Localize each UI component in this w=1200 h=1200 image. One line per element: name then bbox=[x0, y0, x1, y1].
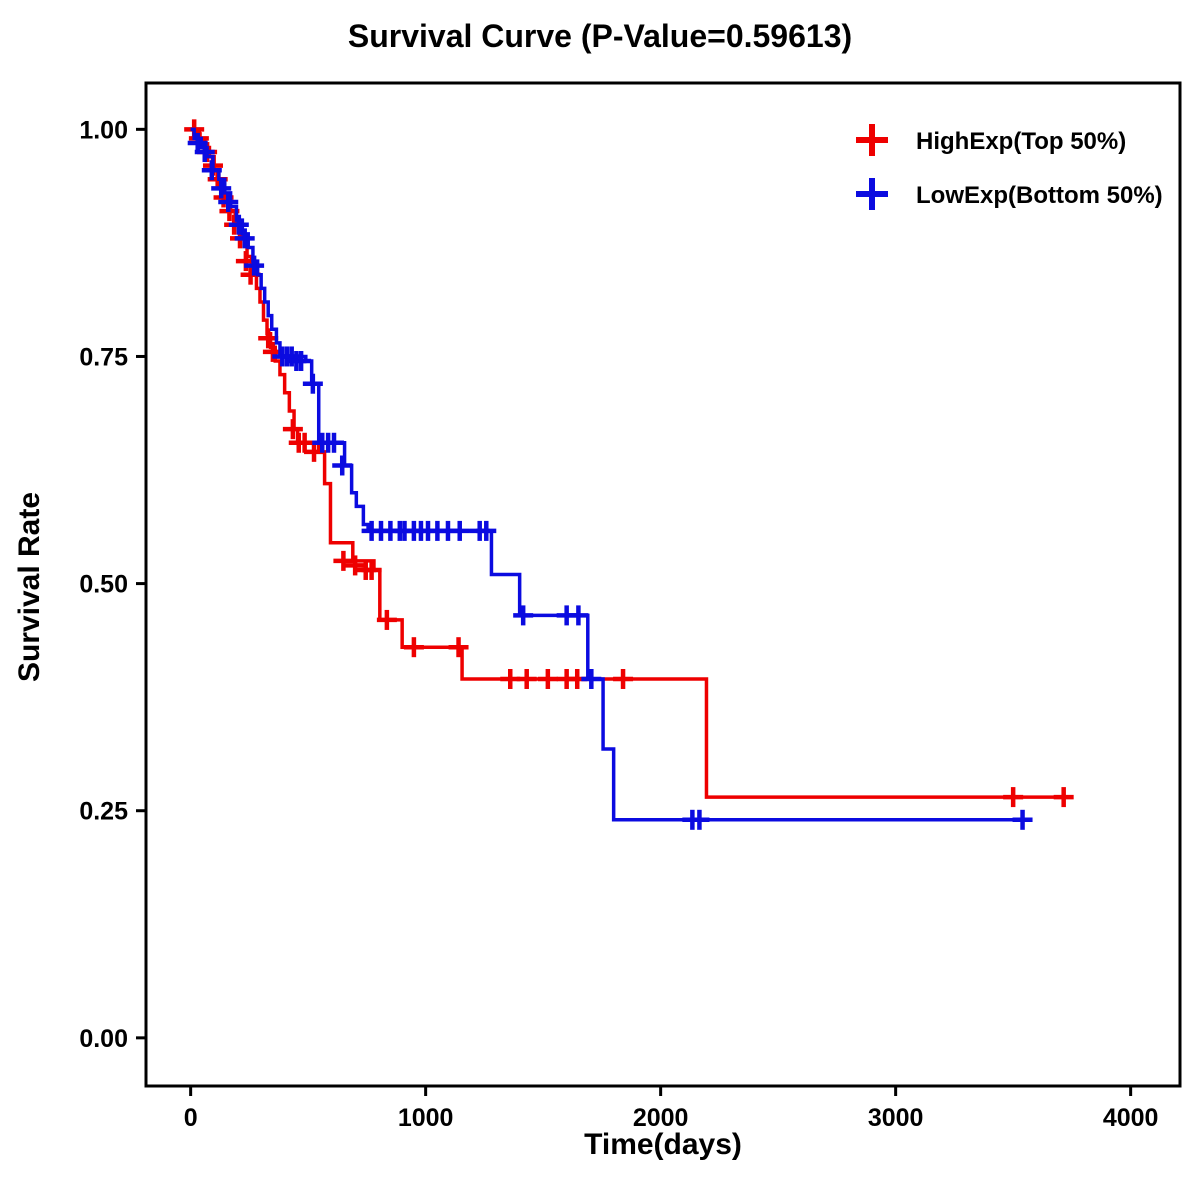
x-tick-label: 3000 bbox=[868, 1104, 924, 1132]
y-tick-label: 0.50 bbox=[79, 571, 128, 599]
censor-mark bbox=[361, 559, 382, 580]
legend-entry-label: HighExp(Top 50%) bbox=[916, 128, 1126, 155]
censor-mark bbox=[568, 605, 589, 626]
censor-mark bbox=[449, 520, 470, 541]
y-tick-label: 0.00 bbox=[79, 1025, 128, 1053]
censor-mark bbox=[516, 668, 537, 689]
censor-mark bbox=[218, 192, 239, 213]
censor-mark bbox=[1053, 787, 1074, 808]
series-highexp bbox=[184, 119, 1074, 808]
survival-step-line bbox=[190, 127, 1072, 799]
x-axis-label: Time(days) bbox=[584, 1128, 742, 1161]
x-tick-label: 1000 bbox=[398, 1104, 454, 1132]
y-tick-label: 0.75 bbox=[79, 343, 128, 371]
survival-step-line bbox=[190, 127, 1025, 822]
series-lowexp bbox=[187, 127, 1033, 830]
y-tick-label: 1.00 bbox=[79, 116, 128, 144]
censor-mark bbox=[403, 637, 424, 658]
censor-mark bbox=[376, 609, 397, 630]
censor-mark bbox=[476, 520, 497, 541]
censor-mark bbox=[291, 351, 312, 372]
legend: HighExp(Top 50%) LowExp(Bottom 50%) bbox=[856, 124, 1163, 210]
censor-mark bbox=[581, 668, 602, 689]
censor-mark bbox=[448, 637, 469, 658]
censor-mark bbox=[333, 550, 354, 571]
censor-mark bbox=[234, 228, 255, 249]
censor-mark bbox=[324, 432, 344, 453]
censor-mark bbox=[294, 432, 315, 453]
censor-mark bbox=[1012, 809, 1033, 830]
y-tick-label: 0.25 bbox=[79, 798, 128, 826]
censor-mark bbox=[302, 373, 323, 394]
legend-entry: LowExp(Bottom 50%) bbox=[856, 178, 1163, 210]
x-tick-label: 2000 bbox=[633, 1104, 689, 1132]
plot-border bbox=[144, 81, 1182, 1088]
censor-mark bbox=[194, 142, 215, 163]
censor-mark bbox=[689, 809, 710, 830]
x-tick-label: 4000 bbox=[1103, 1104, 1159, 1132]
censor-mark bbox=[244, 255, 265, 276]
censor-mark bbox=[513, 605, 534, 626]
legend-marker-plus bbox=[856, 124, 888, 156]
censor-mark bbox=[201, 160, 222, 181]
legend-marker-plus bbox=[856, 178, 888, 210]
censor-mark bbox=[282, 419, 303, 440]
censor-mark bbox=[537, 668, 558, 689]
censor-mark bbox=[281, 346, 302, 367]
legend-entry: HighExp(Top 50%) bbox=[856, 124, 1126, 156]
legend-entry-label: LowExp(Bottom 50%) bbox=[916, 182, 1163, 209]
censor-mark bbox=[228, 214, 249, 235]
x-tick-label: 0 bbox=[184, 1104, 198, 1132]
censor-mark bbox=[211, 178, 232, 199]
chart-title: Survival Curve (P-Value=0.59613) bbox=[347, 18, 853, 54]
censor-mark bbox=[345, 555, 366, 576]
censor-mark bbox=[1003, 787, 1024, 808]
censor-mark bbox=[332, 455, 353, 476]
censor-mark bbox=[613, 668, 634, 689]
